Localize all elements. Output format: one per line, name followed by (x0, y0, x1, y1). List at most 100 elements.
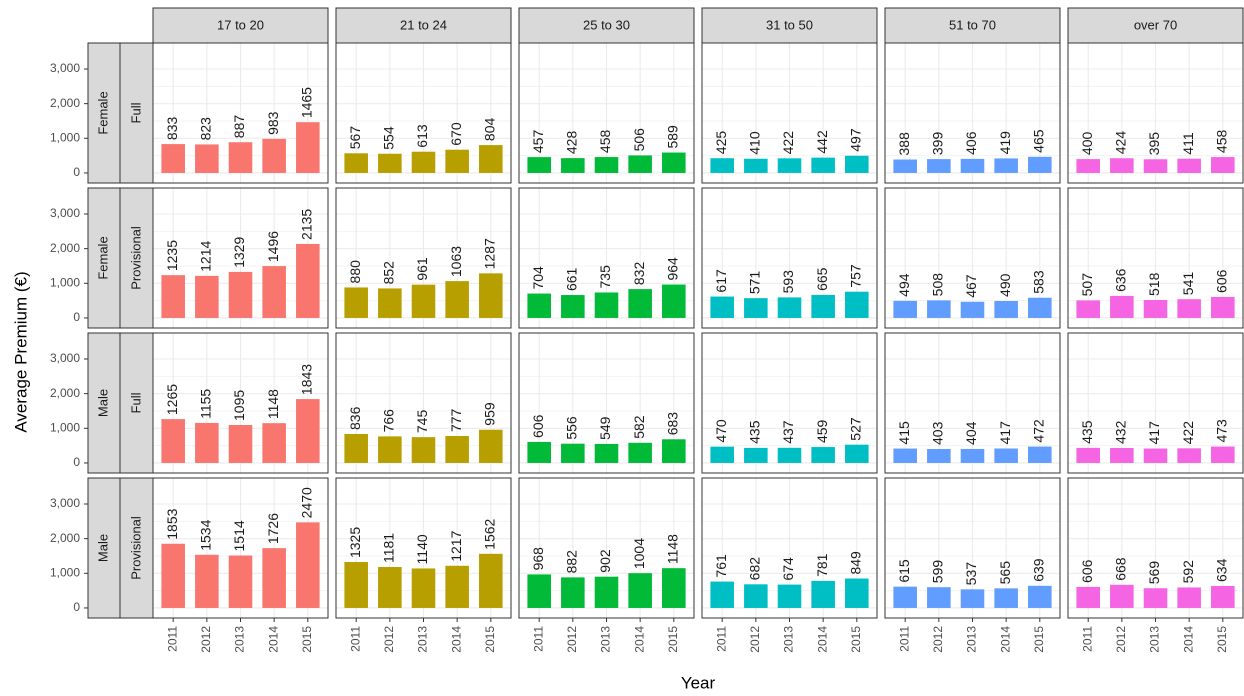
value-label: 403 (930, 421, 946, 445)
column-strip-label: over 70 (1134, 17, 1177, 32)
value-label: 1562 (482, 518, 498, 549)
bar (378, 288, 402, 318)
bar (1110, 447, 1134, 463)
value-label: 1148 (665, 534, 681, 564)
y-tick-label: 3,000 (50, 351, 80, 365)
bar (479, 273, 503, 318)
panel-border (701, 42, 878, 184)
bar (710, 158, 734, 173)
value-label: 615 (896, 559, 912, 583)
panel-marks: 1265 1155 1095 1148 1843 (161, 364, 320, 463)
panel-border (335, 477, 512, 619)
value-label: 1465 (299, 87, 315, 118)
bar (628, 573, 652, 608)
value-label: 983 (265, 111, 281, 135)
panel-border (152, 477, 329, 619)
value-label: 508 (930, 273, 946, 297)
value-label: 593 (780, 270, 796, 294)
value-label: 781 (814, 553, 830, 577)
value-label: 634 (1214, 558, 1230, 582)
value-label: 1140 (414, 534, 430, 564)
bar (628, 442, 652, 463)
x-tick-label: 2014 (815, 626, 829, 653)
bar (994, 448, 1018, 463)
column-strip (1067, 7, 1244, 44)
value-label: 541 (1180, 272, 1196, 296)
row-strip (87, 187, 121, 329)
value-label: 404 (963, 421, 979, 445)
panel-border (518, 477, 695, 619)
bar (262, 548, 286, 608)
x-tick-label: 2012 (565, 626, 579, 653)
value-label: 494 (896, 273, 912, 297)
bar (893, 159, 917, 173)
bar (161, 275, 185, 318)
bar (662, 284, 686, 318)
value-label: 400 (1079, 132, 1095, 156)
row-strip-label: Full (128, 392, 143, 413)
y-tick-label: 2,000 (50, 386, 80, 400)
bar (1110, 295, 1134, 318)
value-label: 458 (1214, 130, 1230, 154)
bar (262, 266, 286, 318)
value-label: 415 (896, 421, 912, 445)
panel-marks: 606 556 549 582 683 (527, 412, 686, 463)
bar (561, 158, 585, 173)
bar (1177, 299, 1201, 318)
x-tick-label: 2015 (1032, 626, 1046, 653)
value-label: 406 (963, 131, 979, 155)
value-label: 1217 (448, 530, 464, 561)
bar (628, 289, 652, 318)
bar (445, 565, 469, 608)
value-label: 766 (381, 409, 397, 433)
panel-border (884, 332, 1061, 474)
bar (228, 142, 253, 173)
x-axis-title: Year (681, 673, 716, 692)
bar (479, 553, 503, 608)
value-label: 582 (631, 415, 647, 439)
panel-border (335, 42, 512, 184)
bar (527, 157, 551, 173)
value-label: 571 (747, 271, 763, 295)
bar (161, 419, 185, 463)
value-label: 833 (164, 117, 180, 141)
panel-border (518, 42, 695, 184)
value-label: 1726 (265, 513, 281, 544)
bar (744, 584, 768, 608)
value-label: 606 (530, 414, 546, 438)
bar (1028, 297, 1052, 318)
bar (994, 588, 1018, 608)
bar (994, 158, 1018, 173)
value-label: 518 (1146, 272, 1162, 296)
panel-border (701, 187, 878, 329)
x-tick-label: 2015 (1215, 626, 1229, 653)
x-tick-label: 2011 (714, 626, 728, 652)
bar (1076, 586, 1100, 608)
row-strip-label: Provisional (128, 516, 143, 580)
panel-border (1067, 187, 1244, 329)
panel-marks: 507 636 518 541 606 (1076, 268, 1235, 318)
row-strip-label: Male (95, 389, 110, 417)
y-tick-label: 1,000 (50, 275, 80, 289)
panel-marks: 1853 1534 1514 1726 2470 (161, 487, 320, 608)
bar (893, 300, 917, 318)
panel-border (884, 477, 1061, 619)
panel-marks: 968 882 902 1004 1148 (527, 534, 686, 608)
bar (927, 159, 951, 173)
row-strip-label: Female (95, 91, 110, 134)
bar (1076, 159, 1100, 173)
panel-border (152, 332, 329, 474)
y-tick-label: 2,000 (50, 241, 80, 255)
bar (561, 443, 585, 463)
value-label: 459 (814, 419, 830, 443)
y-tick-label: 3,000 (50, 61, 80, 75)
value-label: 388 (896, 132, 912, 156)
bar (845, 444, 869, 463)
bar (594, 292, 619, 318)
value-label: 1496 (265, 231, 281, 262)
value-label: 507 (1079, 273, 1095, 297)
value-label: 964 (665, 257, 681, 281)
bar (662, 568, 686, 608)
panel-marks: 470 435 437 459 527 (710, 417, 869, 463)
bar (811, 447, 835, 463)
